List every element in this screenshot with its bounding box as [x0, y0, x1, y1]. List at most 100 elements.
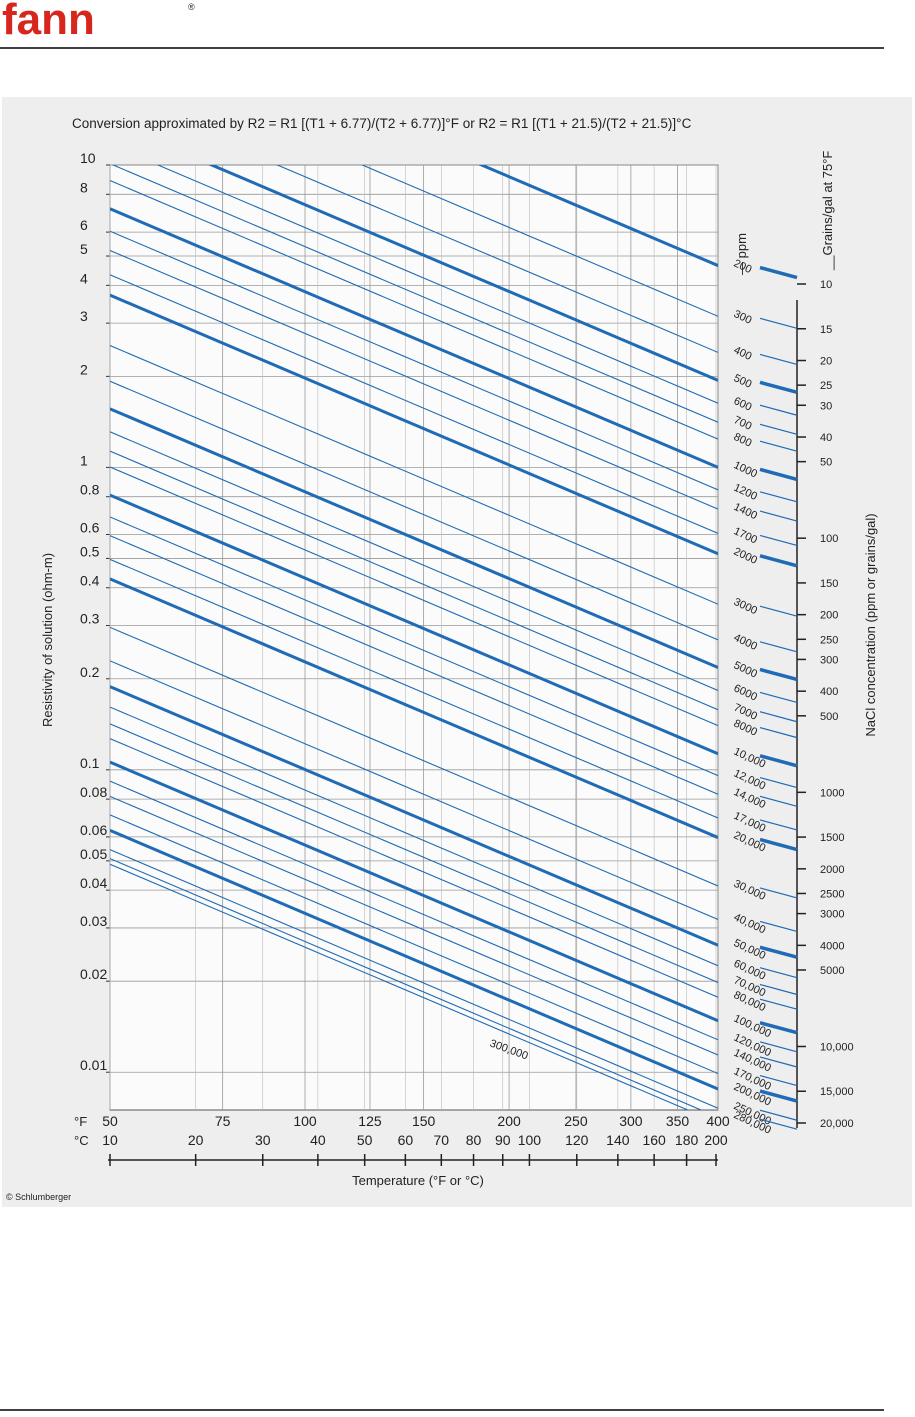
y-tick-label: 0.8 [80, 482, 100, 498]
grains-tick-label: 20,000 [820, 1118, 854, 1130]
ppm-tick [759, 1056, 798, 1068]
ppm-tick [759, 945, 798, 959]
y-tick-label: 0.4 [80, 573, 100, 589]
y-tick-label: 0.08 [80, 784, 107, 800]
ppm-tick [759, 727, 798, 739]
grid [106, 164, 719, 1110]
y-tick-label: 10 [80, 150, 96, 166]
y-tick-label: 0.01 [80, 1057, 107, 1073]
x-tick-label: 200 [497, 1113, 521, 1129]
curve [110, 466, 718, 727]
grains-tick-label: 25 [820, 380, 832, 392]
ppm-tick [759, 819, 798, 831]
grains-tick-label: 400 [820, 686, 838, 698]
grains-tick-label: 20 [820, 356, 832, 368]
y-tick-label: 0.1 [80, 755, 100, 771]
ppm-tick [759, 1021, 798, 1035]
curve [110, 493, 718, 756]
y-tick-label: 8 [80, 179, 88, 195]
ppm-tick [759, 998, 798, 1010]
curve [110, 626, 718, 887]
c-tick-label: 70 [434, 1132, 450, 1148]
grains-tick-label: 2000 [820, 864, 844, 876]
curve [477, 165, 718, 267]
y-tick-label: 0.2 [80, 664, 100, 680]
y-tick-label: 1 [80, 452, 88, 468]
ppm-tick [759, 837, 798, 852]
c-tick-label: 100 [518, 1132, 542, 1148]
curve [110, 535, 718, 795]
c-tick-label: 160 [642, 1132, 666, 1148]
curve [110, 380, 718, 641]
y-tick-label: 0.04 [80, 875, 107, 891]
grains-tick-label: 40 [820, 432, 832, 444]
c-tick-label: 20 [188, 1132, 204, 1148]
ppm-tick [759, 711, 798, 723]
c-tick-label: 90 [495, 1132, 511, 1148]
y-tick-label: 0.3 [80, 611, 100, 627]
ppm-tick [759, 265, 798, 280]
chart-title: Conversion approximated by R2 = R1 [(T1 … [72, 116, 692, 131]
y-tick-label: 0.05 [80, 846, 107, 862]
grains-tick-label: 300 [820, 654, 838, 666]
ppm-tick [759, 1118, 798, 1130]
grains-tick-label: 500 [820, 711, 838, 723]
x-tick-label: 300 [619, 1113, 643, 1129]
curve [110, 207, 718, 469]
plot-area [109, 164, 719, 1111]
y-tick-label: 5 [80, 241, 88, 257]
ppm-tick [759, 1074, 798, 1087]
ppm-tick [759, 920, 798, 933]
curve [110, 814, 718, 1075]
f-unit: °F [74, 1114, 87, 1129]
curve [110, 795, 718, 1056]
y-tick-label: 0.02 [80, 966, 107, 982]
ppm-tick [759, 605, 798, 617]
curve [110, 516, 718, 777]
curve [110, 180, 718, 440]
grains-tick-label: 3000 [820, 909, 844, 921]
x-tick-label: 250 [564, 1113, 588, 1129]
curve [110, 249, 718, 510]
c-tick-label: 40 [310, 1132, 326, 1148]
ppm-tick [759, 1109, 798, 1121]
credit: © Schlumberger [6, 1192, 71, 1202]
c-unit: °C [74, 1133, 89, 1148]
x-tick-label: 75 [215, 1113, 231, 1129]
y-tick-label: 2 [80, 361, 88, 377]
y-tick-label: 6 [80, 217, 88, 233]
c-tick-label: 60 [398, 1132, 414, 1148]
grains-tick-label: 2500 [820, 888, 844, 900]
curve [110, 706, 718, 967]
x-tick-label: 100 [293, 1113, 317, 1129]
ppm-tick [759, 467, 798, 482]
ppm-tick [759, 491, 798, 503]
ppm-tick [759, 1089, 798, 1103]
curve [110, 863, 690, 1110]
curve [110, 577, 718, 839]
y-tick-label: 0.5 [80, 543, 100, 559]
x-tick-label: 400 [706, 1113, 730, 1129]
curve [110, 450, 718, 711]
ppm-tick [759, 887, 798, 899]
ppm-tick [759, 317, 798, 329]
curve [156, 165, 718, 404]
grains-tick-label: 150 [820, 578, 838, 590]
x-tick-label: 350 [666, 1113, 690, 1129]
curve [110, 431, 718, 691]
c-tick-label: 120 [565, 1132, 589, 1148]
grains-tick-label: 250 [820, 634, 838, 646]
curve [110, 345, 718, 605]
curve [110, 660, 718, 920]
curve [110, 558, 718, 819]
y-tick-label: 0.06 [80, 822, 107, 838]
ppm-tick [759, 754, 798, 768]
curve [110, 274, 718, 534]
ppm-tick [759, 983, 798, 996]
curve [360, 165, 718, 317]
ppm-tick [759, 534, 798, 546]
grains-tick-label: 4000 [820, 940, 844, 952]
curve [275, 165, 718, 353]
